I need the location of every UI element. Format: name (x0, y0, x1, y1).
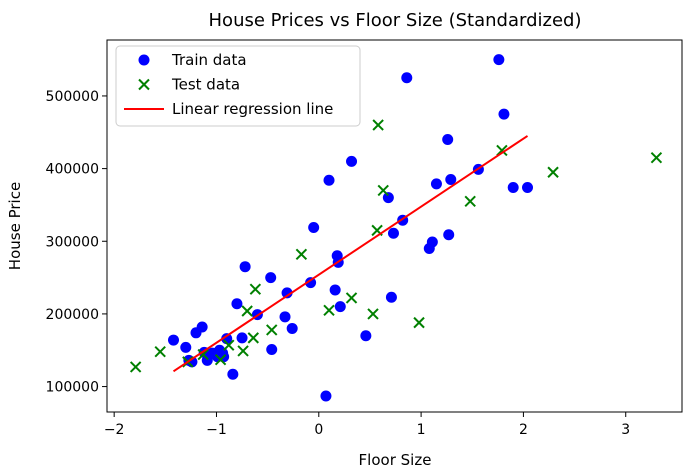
y-tick-label: 300000 (46, 234, 99, 250)
x-axis-label: Floor Size (359, 451, 432, 469)
legend-entry: Train data (171, 51, 247, 69)
train-data-point (196, 321, 208, 333)
train-data-point (401, 72, 413, 84)
test-data-point (377, 184, 389, 197)
test-data-point (197, 348, 209, 361)
x-tick-label: 3 (621, 422, 630, 438)
train-data-point (180, 341, 192, 353)
train-data-point (227, 368, 239, 380)
plot-frame (106, 39, 683, 413)
train-data-point (239, 261, 251, 273)
test-data-point (367, 308, 379, 320)
chart-title: House Prices vs Floor Size (Standardized… (209, 10, 582, 31)
test-data-point (249, 283, 262, 295)
test-data-point (413, 316, 425, 329)
train-data-point (236, 332, 248, 344)
x-tick-label: −2 (104, 422, 125, 438)
train-data-point (329, 284, 341, 296)
test-data-point (266, 324, 278, 336)
test-data-point (237, 345, 249, 357)
train-data-point (522, 181, 534, 193)
train-data-point (387, 227, 399, 239)
train-data-point (442, 134, 454, 146)
y-tick-label: 200000 (46, 307, 99, 323)
train-data-point (445, 174, 457, 185)
test-data-point (154, 345, 166, 358)
x-tick-label: −1 (206, 422, 227, 438)
train-data-point (323, 174, 335, 186)
train-data-point (320, 390, 332, 402)
train-data-point (286, 322, 298, 334)
legend-entry: Linear regression line (172, 100, 333, 118)
test-data-point (295, 248, 308, 261)
train-data-point (334, 301, 346, 313)
x-tick-label: 1 (417, 422, 426, 438)
x-tick-label: 0 (314, 422, 323, 438)
legend-marker (138, 78, 150, 91)
test-data-point (247, 332, 260, 344)
train-data-point (493, 54, 505, 66)
test-data-point (372, 119, 384, 131)
train-data-point (382, 192, 394, 204)
train-data-point (305, 277, 317, 289)
plot-area (106, 39, 683, 413)
train-data-point (346, 155, 358, 167)
train-data-point (426, 236, 438, 248)
train-data-point (308, 221, 320, 233)
train-data-point (281, 287, 293, 299)
train-data-point (168, 334, 180, 346)
test-data-point (223, 339, 235, 351)
train-data-point (279, 311, 291, 323)
test-data-point (496, 144, 508, 157)
test-data-point (650, 151, 663, 164)
test-data-point (345, 292, 358, 304)
train-data-point (265, 272, 277, 284)
x-tick-label: 2 (519, 422, 528, 438)
y-tick-label: 400000 (46, 162, 99, 178)
test-data-point (323, 304, 335, 316)
train-data-point (231, 298, 243, 310)
train-data-point (443, 229, 455, 241)
train-data-point (430, 178, 442, 190)
test-data-point (547, 166, 559, 178)
train-data-point (360, 330, 372, 342)
test-data-point (241, 305, 253, 317)
legend-marker (138, 54, 150, 66)
train-data-point (498, 108, 510, 120)
test-data-point (129, 361, 142, 373)
y-tick-label: 100000 (46, 380, 99, 396)
y-tick-label: 500000 (46, 89, 99, 105)
train-data-point (266, 344, 278, 356)
train-data-point (385, 291, 397, 303)
y-axis-label: House Price (6, 182, 24, 270)
train-data-point (507, 181, 519, 193)
y-axis: 100000 200000 300000 400000 500000 (46, 89, 107, 396)
legend-box (115, 45, 361, 127)
x-axis: −2 −1 0 1 2 3 (104, 412, 630, 438)
test-data-point (214, 353, 227, 366)
regression-line (172, 135, 529, 373)
test-data-point (464, 195, 476, 208)
legend-entry: Test data (171, 76, 240, 94)
legend: Train data Test data Linear regression lin… (115, 45, 361, 127)
